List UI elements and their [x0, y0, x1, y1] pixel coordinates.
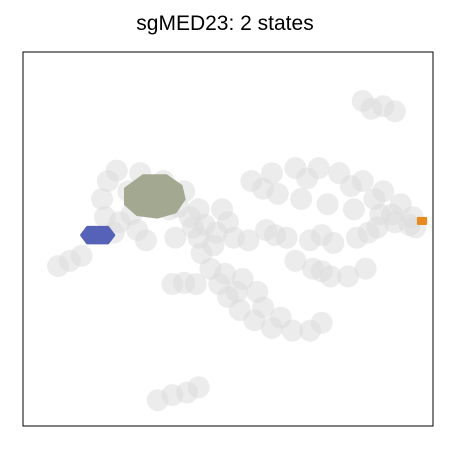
background-part-bottom-island — [146, 376, 210, 412]
background-point — [357, 221, 380, 244]
background-part-left-isolated-bar — [47, 244, 93, 278]
background-part-small-lower-blob — [161, 271, 207, 296]
chart-title: sgMED23: 2 states — [136, 12, 314, 35]
state-regions — [80, 174, 428, 245]
background-point — [263, 224, 286, 247]
background-point — [316, 193, 339, 216]
background-point — [164, 226, 187, 249]
background-point — [214, 262, 237, 285]
background-point — [310, 260, 333, 283]
state-region-1 — [124, 174, 186, 219]
background-point — [187, 376, 210, 399]
background-part-right-arc-inner — [266, 182, 392, 226]
background-part-right-arc-lower — [255, 211, 421, 254]
background-point — [70, 244, 93, 267]
background-point — [266, 182, 289, 205]
background-point — [184, 273, 207, 296]
background-cells — [47, 90, 427, 412]
background-point — [269, 306, 292, 329]
background-part-lower-right-arm — [284, 249, 377, 288]
background-point — [91, 188, 114, 210]
background-point — [231, 268, 254, 290]
background-point — [284, 249, 307, 272]
background-point — [290, 188, 313, 210]
background-point — [310, 224, 333, 247]
background-point — [96, 170, 119, 192]
background-point — [337, 265, 360, 288]
background-point — [211, 198, 234, 221]
state-region-3 — [416, 216, 428, 225]
background-point — [340, 175, 362, 198]
background-point — [398, 213, 421, 236]
state-region-2 — [80, 225, 116, 245]
background-point — [126, 219, 149, 241]
background-point — [342, 198, 365, 221]
background-point — [310, 311, 333, 334]
background-point — [369, 203, 392, 226]
background-point — [296, 167, 319, 190]
background-point — [383, 100, 406, 123]
background-point — [237, 229, 260, 252]
background-point — [246, 280, 269, 303]
background-part-top-right-island — [351, 90, 406, 123]
background-part-middle-strip — [178, 198, 260, 257]
background-point — [108, 211, 131, 234]
background-part-lower-branch — [190, 242, 333, 342]
background-point — [354, 257, 377, 280]
